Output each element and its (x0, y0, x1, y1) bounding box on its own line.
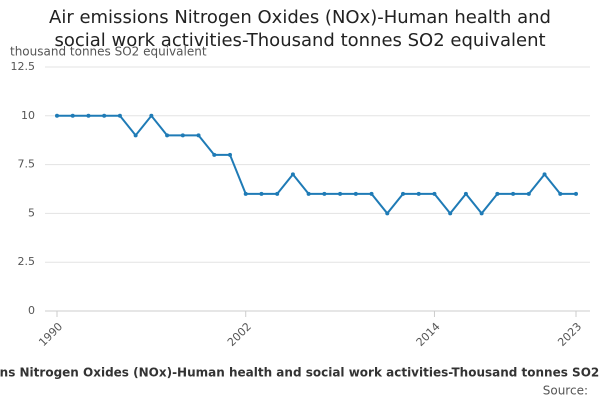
point (542, 172, 547, 177)
point (212, 152, 217, 157)
point (369, 191, 374, 196)
point (275, 191, 280, 196)
point (479, 211, 484, 216)
point (55, 113, 59, 118)
point (448, 211, 453, 216)
point (165, 133, 170, 138)
point (259, 191, 264, 196)
chart-title: Air emissions Nitrogen Oxides (NOx)-Huma… (49, 7, 551, 51)
y-tick-label: 10 (21, 109, 35, 122)
point (416, 191, 421, 196)
point (196, 133, 201, 138)
point (117, 113, 122, 118)
point (243, 191, 248, 196)
point (70, 113, 75, 118)
point (338, 191, 343, 196)
point (463, 191, 468, 196)
point (495, 191, 500, 196)
x-axis-label: Air emissions Nitrogen Oxides (NOx)-Huma… (0, 366, 600, 380)
point (290, 172, 295, 177)
point (133, 133, 138, 138)
x-tick-label: 1990 (36, 320, 65, 349)
y-tick-label: 0 (28, 304, 35, 317)
point (180, 133, 185, 138)
point (86, 113, 91, 118)
point (574, 191, 578, 196)
y-axis-label: thousand tonnes SO2 equivalent (10, 45, 207, 59)
y-tick-label: 5 (28, 206, 35, 219)
point (149, 113, 154, 118)
point (228, 152, 232, 157)
point (526, 191, 531, 196)
x-tick-label: 2023 (555, 320, 584, 349)
point (322, 191, 327, 196)
y-tick-label: 7.5 (18, 158, 36, 171)
x-tick-label: 2002 (225, 320, 254, 349)
point (558, 191, 563, 196)
point (306, 191, 311, 196)
source: Source: (543, 384, 588, 398)
point (401, 191, 405, 196)
point (353, 191, 358, 196)
x-tick-label: 2014 (414, 320, 443, 349)
y-tick-label: 12.5 (11, 60, 36, 73)
point (511, 191, 516, 196)
point (432, 191, 437, 196)
point (102, 113, 107, 118)
line (57, 114, 576, 215)
y-tick-label: 2.5 (18, 255, 36, 268)
point (385, 211, 390, 216)
